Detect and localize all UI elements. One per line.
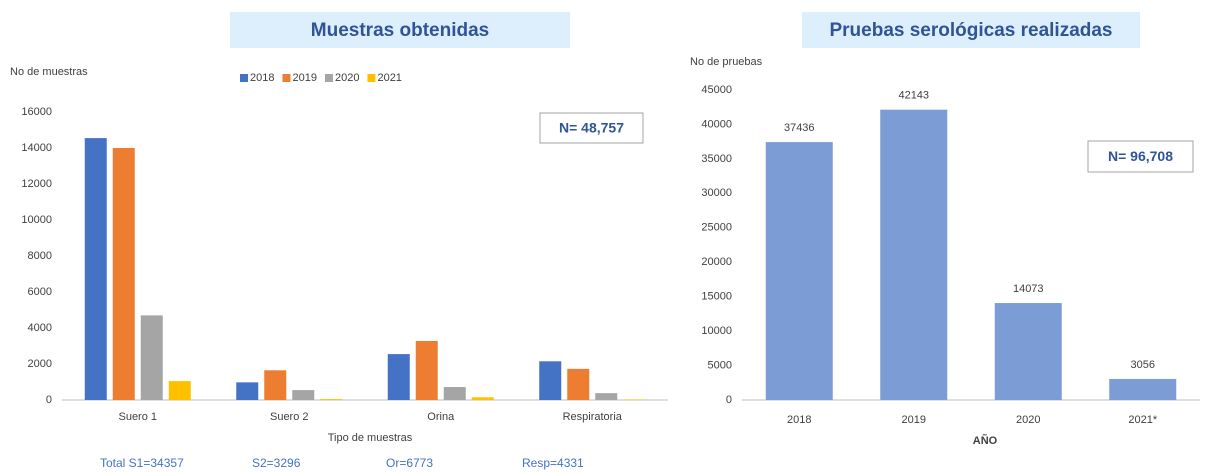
- chart-title: Pruebas serológicas realizadas: [829, 20, 1112, 41]
- y-tick-label: 6000: [28, 286, 52, 298]
- annotation-box: [539, 112, 644, 144]
- x-tick-label: Respiratoria: [563, 411, 623, 423]
- x-tick-label: 2020: [1016, 414, 1040, 426]
- bar: [567, 368, 590, 400]
- data-label: 37436: [784, 122, 815, 134]
- y-tick-label: 0: [726, 394, 732, 406]
- legend-swatch: [240, 74, 248, 82]
- annotation-box: [1087, 140, 1194, 173]
- y-tick-label: 25000: [701, 222, 732, 234]
- bar: [140, 315, 163, 400]
- y-tick-label: 40000: [701, 118, 732, 130]
- y-tick-label: 4000: [28, 322, 52, 334]
- annotation: N= 48,757: [559, 120, 624, 136]
- legend-label: 2018: [250, 72, 274, 84]
- y-tick-label: 2000: [28, 358, 52, 370]
- y-tick-label: 12000: [21, 178, 52, 190]
- title-box: [230, 12, 570, 48]
- bar: [765, 142, 833, 401]
- bar: [595, 393, 618, 400]
- y-tick-label: 0: [46, 394, 52, 406]
- chart-title: Muestras obtenidas: [311, 20, 489, 41]
- x-tick-label: 2019: [902, 414, 926, 426]
- title-box: [802, 12, 1140, 48]
- legend-label: 2021: [377, 72, 401, 84]
- y-tick-label: 5000: [708, 359, 732, 371]
- y-axis-label: No de pruebas: [690, 56, 763, 68]
- y-tick-label: 45000: [701, 84, 732, 96]
- y-tick-label: 35000: [701, 153, 732, 165]
- x-tick-label: Orina: [427, 411, 455, 423]
- bar: [471, 397, 494, 400]
- legend-label: 2019: [292, 72, 316, 84]
- bar: [443, 387, 466, 400]
- footnote: Or=6773: [386, 456, 433, 470]
- bar: [539, 361, 562, 400]
- bar: [880, 109, 948, 401]
- bar: [623, 399, 646, 400]
- data-label: 3056: [1131, 359, 1155, 371]
- y-tick-label: 30000: [701, 187, 732, 199]
- x-tick-label: 2018: [787, 414, 811, 426]
- x-tick-label: Suero 1: [118, 411, 157, 423]
- legend-swatch: [367, 74, 376, 82]
- y-axis-label: No de muestras: [10, 66, 88, 78]
- annotation: N= 96,708: [1108, 148, 1173, 164]
- legend-swatch: [282, 74, 291, 82]
- bar: [264, 370, 287, 400]
- y-tick-label: 8000: [28, 250, 52, 262]
- x-tick-label: 2021*: [1128, 414, 1157, 426]
- bar: [168, 381, 191, 400]
- bar: [994, 303, 1062, 400]
- y-tick-label: 15000: [701, 291, 732, 303]
- bar: [292, 390, 315, 400]
- bar: [236, 382, 259, 400]
- bar: [415, 340, 438, 400]
- y-tick-label: 10000: [21, 214, 52, 226]
- bar: [1109, 378, 1177, 400]
- bar: [112, 148, 135, 400]
- bar: [320, 399, 343, 400]
- x-axis-label: Tipo de muestras: [328, 432, 413, 444]
- legend-label: 2020: [335, 72, 359, 84]
- y-tick-label: 14000: [21, 142, 52, 154]
- x-axis-label: AÑO: [973, 434, 998, 447]
- bar: [387, 354, 410, 400]
- footnote: Total S1=34357: [100, 456, 184, 470]
- y-tick-label: 10000: [701, 325, 732, 337]
- legend-swatch: [324, 74, 333, 82]
- y-tick-label: 20000: [701, 256, 732, 268]
- bar: [84, 138, 107, 400]
- data-label: 14073: [1013, 283, 1044, 295]
- footnote: S2=3296: [252, 456, 301, 470]
- y-tick-label: 16000: [21, 106, 52, 118]
- footnote: Resp=4331: [522, 456, 584, 470]
- x-tick-label: Suero 2: [270, 411, 309, 423]
- data-label: 42143: [898, 90, 929, 102]
